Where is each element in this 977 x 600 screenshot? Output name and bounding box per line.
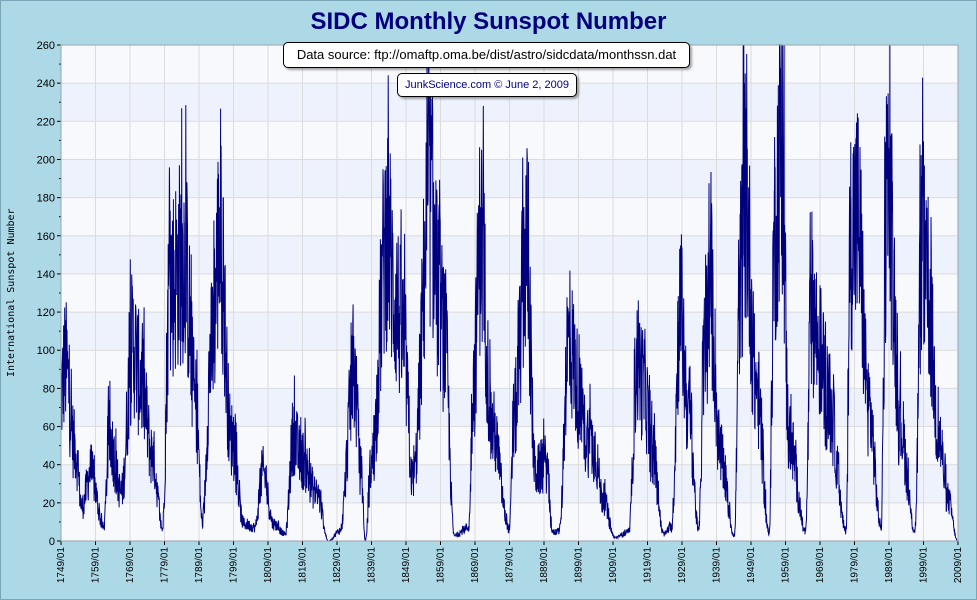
x-tick-label: 1969/01 <box>815 547 826 584</box>
x-tick-label: 1769/01 <box>125 547 136 584</box>
y-tick-label: 200 <box>37 154 55 166</box>
credit-annotation: JunkScience.com © June 2, 2009 <box>397 73 577 97</box>
x-tick-label: 1819/01 <box>298 547 309 584</box>
y-tick-label: 240 <box>37 78 55 90</box>
x-tick-label: 1939/01 <box>712 547 723 584</box>
y-tick-label: 220 <box>37 116 55 128</box>
y-tick-label: 60 <box>43 422 55 434</box>
y-tick-label: 20 <box>43 498 55 510</box>
x-tick-label: 1749/01 <box>56 547 67 584</box>
y-tick-label: 80 <box>43 383 55 395</box>
x-tick-label: 1909/01 <box>608 547 619 584</box>
x-tick-label: 1889/01 <box>539 547 550 584</box>
x-tick-label: 1899/01 <box>574 547 585 584</box>
x-tick-label: 1869/01 <box>470 547 481 584</box>
x-tick-label: 1759/01 <box>91 547 102 584</box>
x-tick-label: 2009/01 <box>953 547 964 584</box>
x-tick-label: 1789/01 <box>194 547 205 584</box>
x-tick-label: 1959/01 <box>781 547 792 584</box>
x-tick-label: 1979/01 <box>850 547 861 584</box>
x-tick-label: 1799/01 <box>229 547 240 584</box>
x-tick-label: 1849/01 <box>401 547 412 584</box>
y-tick-label: 40 <box>43 460 55 472</box>
y-tick-label: 160 <box>37 231 55 243</box>
x-tick-label: 1829/01 <box>332 547 343 584</box>
y-tick-label: 0 <box>49 536 55 548</box>
x-tick-label: 1839/01 <box>367 547 378 584</box>
x-tick-label: 1859/01 <box>436 547 447 584</box>
x-tick-label: 1999/01 <box>919 547 930 584</box>
x-tick-label: 1879/01 <box>505 547 516 584</box>
x-tick-label: 1989/01 <box>884 547 895 584</box>
chart-title: SIDC Monthly Sunspot Number <box>310 8 667 35</box>
data-source-annotation: Data source: ftp://omaftp.oma.be/dist/as… <box>283 42 690 68</box>
x-tick-label: 1779/01 <box>160 547 171 584</box>
x-tick-label: 1919/01 <box>643 547 654 584</box>
y-tick-label: 140 <box>37 269 55 281</box>
y-tick-label: 120 <box>37 307 55 319</box>
x-tick-label: 1949/01 <box>746 547 757 584</box>
x-tick-label: 1809/01 <box>263 547 274 584</box>
series-line-sunspot-number <box>60 43 958 542</box>
y-tick-label: 260 <box>37 40 55 52</box>
y-tick-label: 100 <box>37 345 55 357</box>
y-tick-label: 180 <box>37 193 55 205</box>
x-tick-label: 1929/01 <box>677 547 688 584</box>
